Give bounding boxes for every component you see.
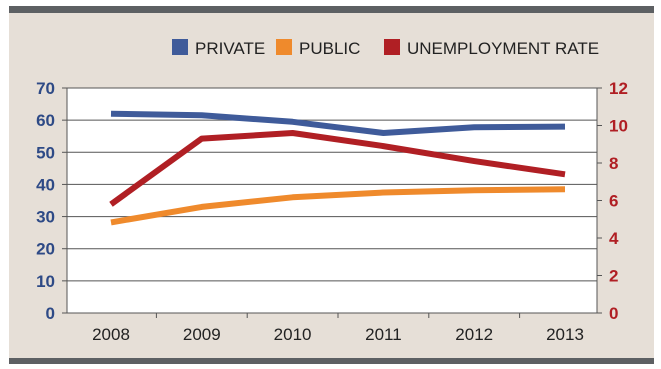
series-line-private <box>110 110 566 136</box>
right-axis-ticks: 0 2 4 6 8 10 12 <box>597 79 628 323</box>
legend-swatch-public <box>276 39 292 55</box>
gridlines <box>67 87 597 314</box>
top-border <box>9 6 654 13</box>
left-tick-label: 20 <box>36 240 55 259</box>
series-line-unemployment-rate <box>109 130 566 207</box>
chart-frame: 0 10 20 30 40 50 60 70 0 2 4 6 8 10 12 2008 2009 2010 20… <box>9 6 654 364</box>
x-tick-label: 2013 <box>546 325 584 344</box>
left-tick-label: 10 <box>36 272 55 291</box>
x-tick-label: 2008 <box>92 325 130 344</box>
right-tick-label: 8 <box>609 154 618 173</box>
bottom-border <box>9 358 654 364</box>
x-axis-ticks: 2008 2009 2010 2011 2012 2013 <box>92 325 584 344</box>
legend-swatch-unemployment-rate <box>384 39 400 55</box>
series-line-public <box>110 186 566 226</box>
left-axis-ticks: 0 10 20 30 40 50 60 70 <box>36 79 67 323</box>
x-tick-label: 2010 <box>274 325 312 344</box>
left-tick-label: 0 <box>46 304 55 323</box>
series-lines <box>109 110 566 226</box>
right-tick-label: 4 <box>609 229 619 248</box>
left-tick-label: 30 <box>36 208 55 227</box>
left-tick-label: 50 <box>36 143 55 162</box>
legend: PRIVATE PUBLIC UNEMPLOYMENT RATE <box>172 39 599 58</box>
x-tick-label: 2011 <box>365 325 402 344</box>
right-tick-label: 2 <box>609 267 618 286</box>
legend-swatch-private <box>172 39 188 55</box>
right-tick-label: 10 <box>609 117 628 136</box>
x-tick-label: 2012 <box>455 325 493 344</box>
right-tick-label: 12 <box>609 79 628 98</box>
left-tick-label: 40 <box>36 175 55 194</box>
left-tick-label: 60 <box>36 111 55 130</box>
right-tick-label: 0 <box>609 304 618 323</box>
legend-label-unemployment-rate: UNEMPLOYMENT RATE <box>407 39 599 58</box>
left-tick-label: 70 <box>36 79 55 98</box>
legend-label-private: PRIVATE <box>195 39 265 58</box>
plot-area <box>67 88 597 313</box>
legend-label-public: PUBLIC <box>299 39 360 58</box>
x-tick-label: 2009 <box>183 325 221 344</box>
right-tick-label: 6 <box>609 192 618 211</box>
